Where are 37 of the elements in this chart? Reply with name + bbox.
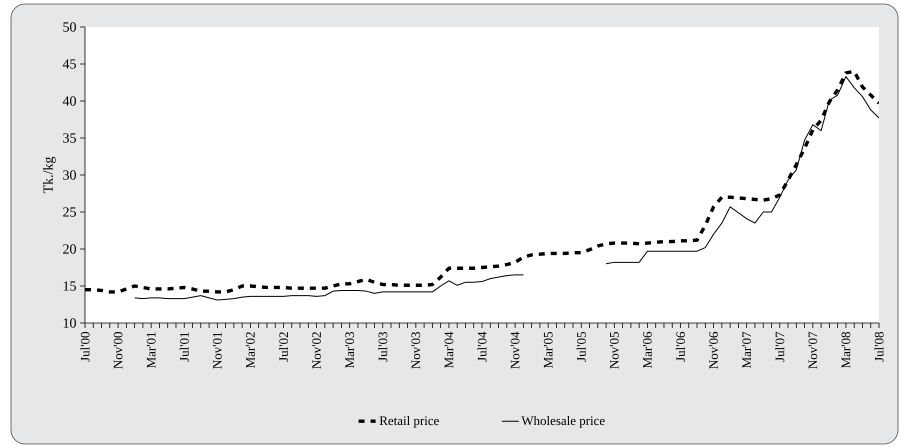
- x-tick-label: Mar'01: [146, 332, 156, 368]
- x-tick-label: Jul'06: [676, 332, 686, 362]
- x-tick-label: Jul'07: [775, 332, 784, 362]
- y-tick-label: 45: [62, 59, 76, 69]
- x-tick-label: Nov'05: [610, 332, 619, 369]
- x-tick-label: Mar'03: [345, 332, 354, 368]
- x-tick-label: Jul'00: [80, 332, 90, 362]
- x-tick-label: Jul'03: [378, 332, 388, 362]
- x-tick-label: Nov'03: [411, 332, 420, 369]
- y-tick-label: 40: [62, 96, 76, 106]
- x-tick-label: Mar'07: [742, 332, 752, 368]
- y-tick-label: 20: [63, 244, 76, 254]
- x-tick-label: Jul'08: [874, 332, 884, 362]
- y-axis-title: Tk./kg: [42, 156, 56, 194]
- x-tick-label: Nov'02: [312, 332, 321, 369]
- x-tick-label: Jul'05: [576, 332, 586, 362]
- y-tick-label: 30: [63, 170, 76, 180]
- x-tick-label: Mar'06: [643, 332, 652, 368]
- x-tick-label: Nov'06: [709, 332, 718, 369]
- x-tick-label: Jul'04: [477, 332, 487, 362]
- y-tick-label: 35: [63, 133, 76, 143]
- x-tick-label: Nov'04: [510, 332, 520, 369]
- y-tick-label: 15: [64, 281, 76, 291]
- y-tick-label: 50: [63, 22, 76, 32]
- legend-label: Wholesale price: [521, 416, 605, 428]
- x-tick-label: Jul'02: [278, 332, 288, 362]
- y-tick-label: 10: [64, 318, 76, 328]
- legend-label: Retail price: [380, 416, 439, 428]
- x-tick-label: Mar'04: [444, 332, 454, 368]
- x-tick-label: Mar'02: [246, 332, 255, 368]
- x-tick-label: Mar'08: [842, 332, 850, 368]
- x-tick-label: Mar'05: [544, 332, 553, 368]
- y-tick-label: 25: [63, 207, 76, 217]
- x-tick-label: Jul'01: [180, 332, 189, 362]
- x-tick-label: Nov'07: [808, 332, 818, 369]
- x-tick-label: Nov'01: [212, 332, 222, 369]
- x-tick-label: Nov'00: [114, 332, 122, 369]
